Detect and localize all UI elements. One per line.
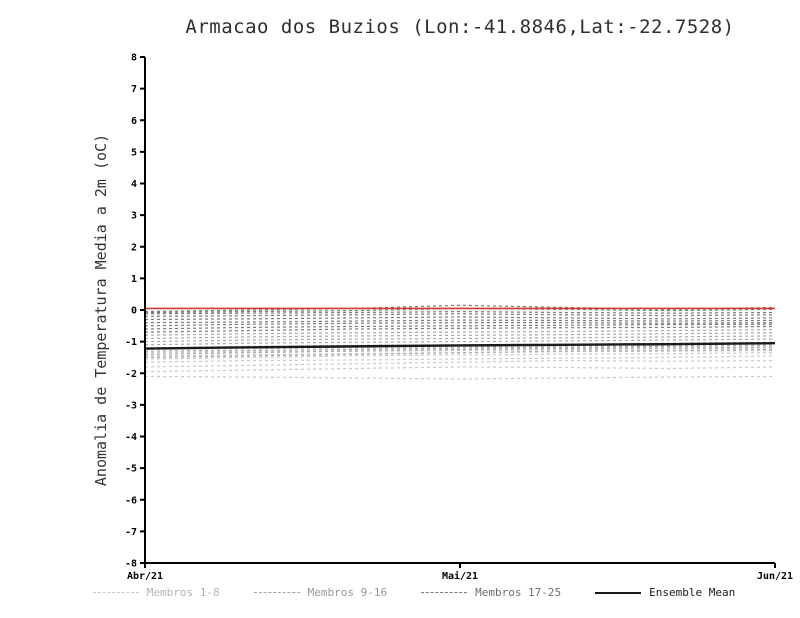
member-line-group2-6 bbox=[144, 335, 776, 343]
x-tick-label: Abr/21 bbox=[127, 571, 163, 582]
legend-line-sample-membros-9-16 bbox=[253, 592, 300, 593]
member-line-group3-1 bbox=[144, 325, 776, 333]
y-tick-label: -1 bbox=[125, 337, 137, 348]
legend-label-membros-17-25: Membros 17-25 bbox=[475, 586, 562, 599]
member-line-group2-2 bbox=[144, 346, 776, 355]
legend-item-membros-17-25: Membros 17-25 bbox=[421, 586, 561, 599]
y-tick-label: 0 bbox=[131, 306, 137, 317]
legend-item-membros-9-16: Membros 9-16 bbox=[253, 586, 388, 599]
y-tick-label: -5 bbox=[125, 464, 137, 475]
member-line-group2-5 bbox=[144, 338, 776, 346]
x-tick-label: Jun/21 bbox=[757, 571, 793, 582]
plot-area: -8 -7 -6 -5 -4 -3 -2 -1 0 1 2 3 4 5 6 7 8 Abr/21 Mai/21 Jun… bbox=[125, 53, 793, 583]
y-tick-label: -8 bbox=[125, 559, 137, 570]
legend-line-sample-ensemble-mean bbox=[595, 591, 642, 594]
y-tick-label: -2 bbox=[125, 369, 137, 380]
y-tick-label: 7 bbox=[131, 84, 137, 95]
legend-item-ensemble-mean: Ensemble Mean bbox=[595, 586, 735, 599]
y-tick-label: -6 bbox=[125, 495, 137, 506]
member-line-group1-8 bbox=[144, 344, 776, 351]
x-tick-label: Mai/21 bbox=[442, 570, 478, 582]
legend-label-membros-1-8: Membros 1-8 bbox=[146, 586, 220, 599]
legend-label-membros-9-16: Membros 9-16 bbox=[307, 586, 388, 599]
member-line-group2-7 bbox=[144, 332, 776, 340]
member-line-group3-8 bbox=[144, 307, 776, 314]
y-axis-label: Anomalia de Temperatura Media a 2m (oC) bbox=[92, 134, 110, 486]
member-line-group3-6 bbox=[144, 313, 776, 317]
member-line-group2-3 bbox=[144, 344, 776, 352]
member-line-group2-8 bbox=[144, 329, 776, 336]
legend-line-sample-membros-17-25 bbox=[421, 592, 468, 593]
member-line-group1-4 bbox=[144, 355, 776, 363]
y-tick-label: -3 bbox=[125, 400, 137, 411]
member-line-group3-2 bbox=[144, 323, 776, 330]
y-tick-label: 8 bbox=[131, 53, 137, 64]
y-tick-label: -7 bbox=[125, 527, 137, 538]
member-line-group3-4 bbox=[144, 319, 776, 324]
member-line-group3-3 bbox=[144, 322, 776, 327]
member-line-group3-5 bbox=[144, 316, 776, 321]
legend-line-sample-membros-1-8 bbox=[92, 592, 139, 593]
member-line-group3-7 bbox=[144, 310, 776, 315]
member-line-group1-2 bbox=[144, 366, 776, 373]
y-tick-label: 1 bbox=[131, 274, 137, 285]
ensemble-mean-line bbox=[144, 342, 776, 350]
y-tick-label: 3 bbox=[131, 211, 137, 222]
member-line-group1-6 bbox=[144, 349, 776, 357]
y-tick-label: -4 bbox=[125, 432, 137, 443]
y-tick-label: 2 bbox=[131, 242, 137, 253]
member-line-group1-3 bbox=[144, 359, 776, 368]
legend-item-membros-1-8: Membros 1-8 bbox=[92, 586, 220, 599]
chart-title: Armacao dos Buzios (Lon:-41.8846,Lat:-22… bbox=[185, 16, 734, 38]
y-tick-label: 5 bbox=[131, 147, 137, 158]
member-line-group3-9 bbox=[144, 304, 776, 313]
member-line-group1-5 bbox=[144, 352, 776, 360]
member-line-group1-1 bbox=[144, 375, 776, 380]
y-tick-label: 4 bbox=[131, 179, 137, 190]
member-line-group2-1 bbox=[144, 348, 776, 359]
y-tick-label: 6 bbox=[131, 116, 137, 127]
chart-legend: Membros 1-8 Membros 9-16 Membros 17-25 E… bbox=[14, 586, 800, 599]
legend-label-ensemble-mean: Ensemble Mean bbox=[649, 586, 736, 599]
member-line-group1-7 bbox=[144, 347, 776, 354]
